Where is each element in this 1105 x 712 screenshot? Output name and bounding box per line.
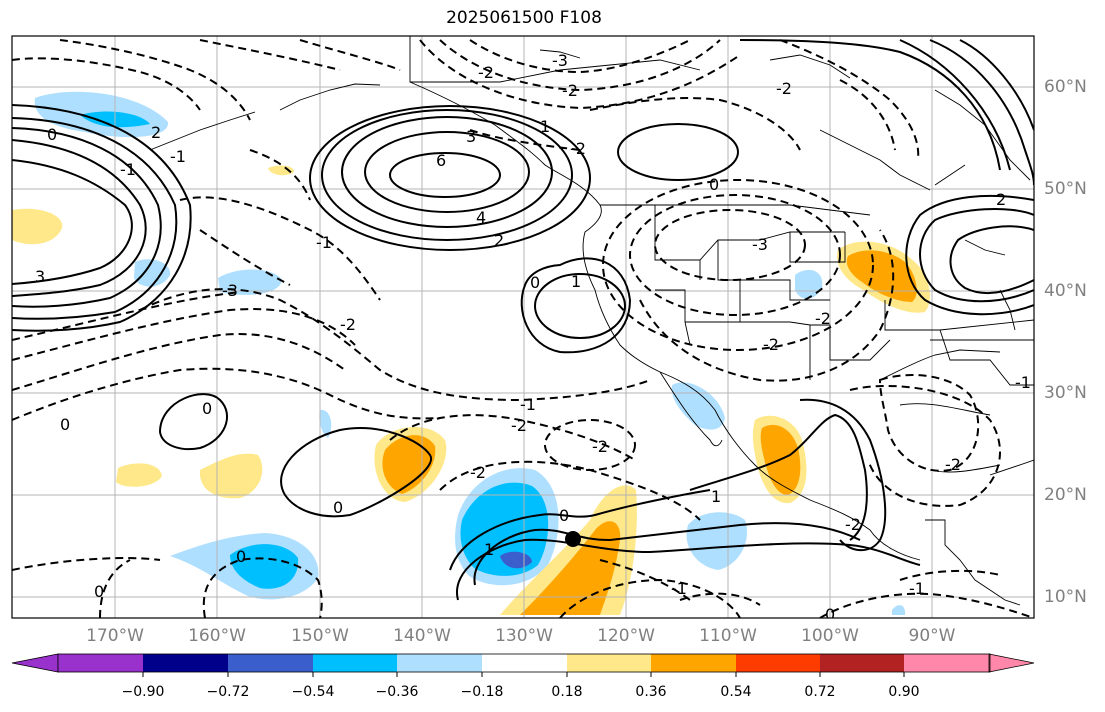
lon-label: 120°W — [597, 626, 655, 646]
lon-label: 140°W — [393, 626, 451, 646]
shading-layer — [12, 91, 930, 615]
lat-label: 30°N — [1044, 383, 1087, 403]
contour-label: 3 — [35, 267, 45, 286]
lat-lon-grid — [12, 36, 1034, 618]
lon-label: 130°W — [495, 626, 553, 646]
lon-label: 110°W — [699, 626, 757, 646]
contour-label: 0 — [47, 125, 57, 144]
contour-label: 0 — [709, 175, 719, 194]
contour-label: -1 — [170, 147, 186, 166]
contour-label: -3 — [222, 281, 238, 300]
lat-label: 20°N — [1044, 485, 1087, 505]
contour-label: 0 — [825, 605, 835, 624]
contour-label: -2 — [511, 416, 527, 435]
contour-label: 0 — [530, 273, 540, 292]
map-title: 2025061500 F108 — [446, 8, 602, 28]
lat-label: 50°N — [1044, 179, 1087, 199]
contour-layer — [12, 39, 1034, 601]
contour-label: 2 — [996, 190, 1006, 209]
contour-label: -3 — [752, 235, 768, 254]
contour-label: 6 — [436, 151, 446, 170]
lat-label: 60°N — [1044, 77, 1087, 97]
lon-label: 90°W — [908, 626, 956, 646]
lon-label: 170°W — [86, 626, 144, 646]
contour-label: 1 — [711, 487, 721, 506]
contour-labels: 6 4 3 3 2 2 1 1 0 0 0 0 0 -3 -3 -2 -2 -2… — [35, 51, 1031, 624]
contour-label: -1 — [520, 395, 536, 414]
colorbar-tick-label: −0.54 — [291, 684, 335, 700]
contour-label: -1 — [316, 233, 332, 252]
dashed-contour-layer — [12, 39, 1034, 618]
contour-label: -2 — [815, 309, 831, 328]
colorbar-tick-label: 0.90 — [888, 684, 920, 700]
contour-label: 0 — [333, 498, 343, 517]
colorbar — [11, 653, 1035, 677]
colorbar-tick-label: −0.36 — [375, 684, 419, 700]
contour-label: 0 — [202, 399, 212, 418]
lon-label: 100°W — [801, 626, 859, 646]
contour-label: -3 — [552, 51, 568, 70]
lat-label: 10°N — [1044, 587, 1087, 607]
contour-label: -2 — [592, 437, 608, 456]
colorbar-tick-label: 0.72 — [804, 684, 836, 700]
contour-label: -2 — [776, 79, 792, 98]
colorbar-tick-label: 0.18 — [551, 684, 583, 700]
lon-label: 150°W — [291, 626, 349, 646]
contour-label: -1 — [1015, 373, 1031, 392]
contour-label: -2 — [570, 139, 586, 158]
contour-label: 4 — [476, 208, 486, 227]
colorbar-tick-label: −0.90 — [121, 684, 165, 700]
lat-label: 40°N — [1044, 281, 1087, 301]
contour-label: -1 — [671, 579, 687, 598]
contour-label: -2 — [945, 455, 961, 474]
contour-label: 1 — [484, 540, 494, 559]
contour-label: -1 — [909, 579, 925, 598]
contour-label: 0 — [236, 547, 246, 566]
contour-label: 2 — [494, 231, 504, 250]
contour-label: -2 — [340, 315, 356, 334]
contour-label: 1 — [571, 272, 581, 291]
contour-label: -2 — [845, 515, 861, 534]
contour-label: -2 — [470, 463, 486, 482]
contour-label: -1 — [120, 160, 136, 179]
contour-label: 1 — [540, 117, 550, 136]
colorbar-tick-label: −0.18 — [460, 684, 504, 700]
contour-label: -2 — [478, 63, 494, 82]
colorbar-tick-label: 0.36 — [635, 684, 667, 700]
lon-label: 160°W — [188, 626, 246, 646]
contour-label: 0 — [94, 582, 104, 601]
colorbar-tick-label: 0.54 — [720, 684, 752, 700]
contour-label: -2 — [562, 81, 578, 100]
contour-label: 2 — [151, 123, 161, 142]
coastlines — [149, 36, 1034, 606]
storm-center-marker — [565, 531, 581, 547]
contour-label: 0 — [559, 506, 569, 525]
colorbar-tick-label: −0.72 — [206, 684, 250, 700]
contour-label: -2 — [763, 335, 779, 354]
map-frame — [11, 35, 1035, 619]
contour-label: 3 — [466, 127, 476, 146]
contour-label: 0 — [60, 415, 70, 434]
